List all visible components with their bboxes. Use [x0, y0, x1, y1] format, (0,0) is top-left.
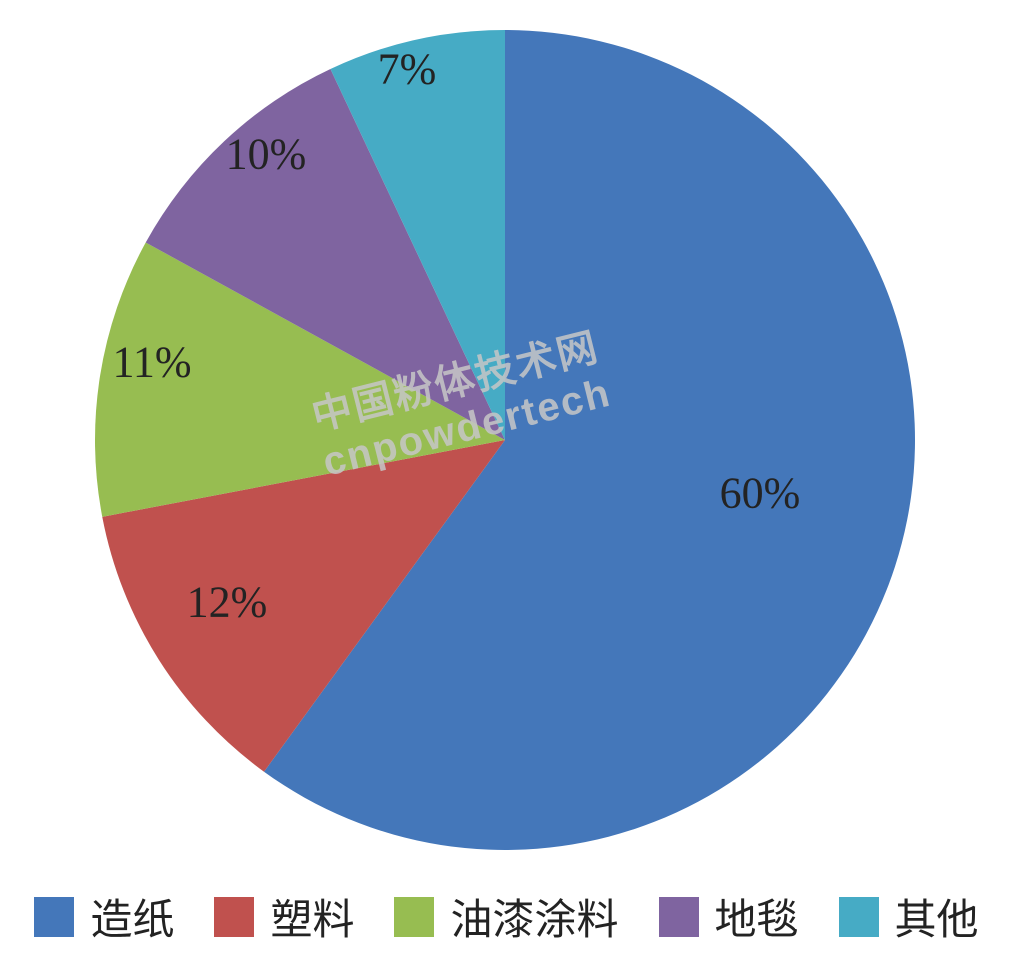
legend-item-2: 油漆涂料 [394, 886, 618, 947]
pie-chart-container: 中国粉体技术网 cnpowdertech 60% 12% 11% 10% 7% … [0, 0, 1013, 965]
legend-label-0: 造纸 [90, 886, 174, 947]
slice-label-1: 12% [187, 577, 268, 628]
legend-swatch-4 [839, 897, 879, 937]
slice-label-4: 7% [378, 44, 437, 95]
legend: 造纸 塑料 油漆涂料 地毯 其他 [0, 886, 1013, 947]
legend-item-1: 塑料 [214, 886, 354, 947]
legend-item-0: 造纸 [34, 886, 174, 947]
legend-item-3: 地毯 [659, 886, 799, 947]
legend-swatch-0 [34, 897, 74, 937]
legend-label-1: 塑料 [270, 886, 354, 947]
legend-label-4: 其他 [895, 886, 979, 947]
legend-swatch-3 [659, 897, 699, 937]
legend-item-4: 其他 [839, 886, 979, 947]
slice-label-0: 60% [720, 468, 801, 519]
slice-label-3: 10% [226, 129, 307, 180]
legend-swatch-1 [214, 897, 254, 937]
pie-chart-svg [0, 0, 1013, 965]
legend-swatch-2 [394, 897, 434, 937]
legend-label-2: 油漆涂料 [450, 886, 618, 947]
legend-label-3: 地毯 [715, 886, 799, 947]
slice-label-2: 11% [112, 337, 191, 388]
